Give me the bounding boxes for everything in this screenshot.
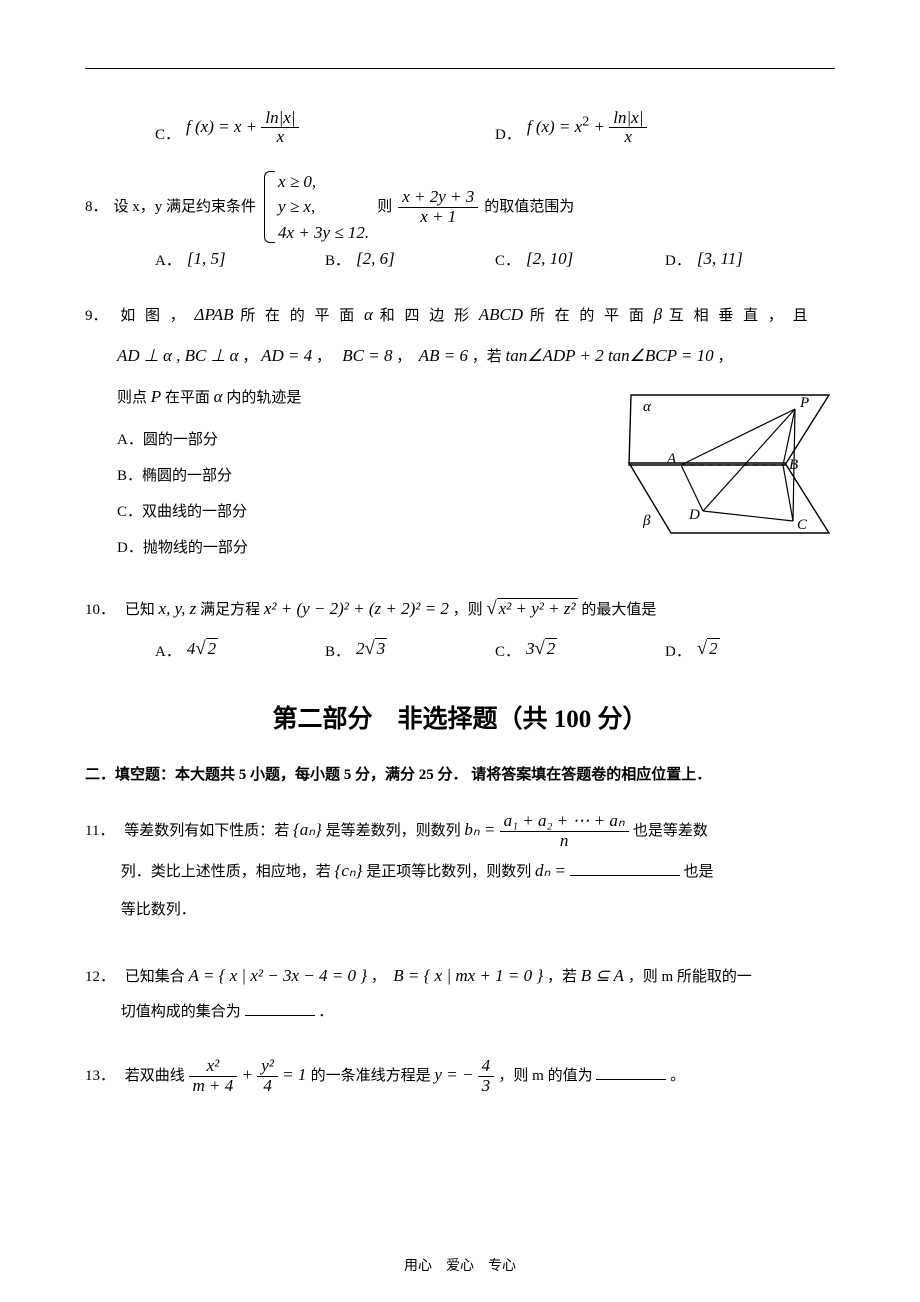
q9-figure: α β P A B D C [625, 391, 835, 537]
q8-option-a: A． [1, 5] [155, 245, 325, 272]
q11: 11． 等差数列有如下性质：若 {aₙ} 是等差数列，则数列 bₙ = a₁ +… [85, 810, 835, 928]
q9-fig-edge-ad [681, 465, 703, 511]
q9-fig-label-a: A [666, 451, 677, 467]
q10-option-b: B． 2√3 [325, 634, 495, 664]
q8-option-d: D． [3, 11] [665, 245, 835, 272]
page-footer: 用心 爱心 专心 [0, 1256, 920, 1278]
page-top-rule [85, 68, 835, 69]
q13-directrix: y = − 4 3 [434, 1065, 498, 1084]
q8-fraction: x + 2y + 3 x + 1 [398, 188, 478, 226]
q10-options: A． 4√2 B． 2√3 C． 3√2 D． √2 [155, 634, 835, 664]
q8-stem: 8． 设 x，y 满足约束条件 x ≥ 0, y ≥ x, 4x + 3y ≤ … [85, 169, 835, 246]
q9-stem-line1: 9． 如 图 ， ΔPAB 所 在 的 平 面 α 和 四 边 形 ABCD 所… [85, 301, 835, 328]
section2-title: 第二部分 非选择题（共 100 分） [85, 700, 835, 740]
q10-option-c: C． 3√2 [495, 634, 665, 664]
q10-stem: 10． 已知 x, y, z 满足方程 x² + (y − 2)² + (z +… [85, 594, 835, 624]
q12-blank [245, 1000, 315, 1016]
q8-constraint-system: x ≥ 0, y ≥ x, 4x + 3y ≤ 12. [264, 169, 369, 246]
q13-blank [596, 1064, 666, 1080]
q8: 8． 设 x，y 满足约束条件 x ≥ 0, y ≥ x, 4x + 3y ≤ … [85, 169, 835, 273]
q11-bn-expr: bₙ = a₁ + a₂ + ⋯ + aₙ n [464, 820, 633, 839]
q9-fig-edge-ap [681, 409, 795, 465]
q7-c-label: C． [155, 123, 180, 147]
q9-fig-label-p: P [799, 395, 809, 411]
q9-stem-line2: AD ⊥ α , BC ⊥ α ， AD = 4 ， BC = 8 ， AB =… [117, 342, 835, 369]
q7-option-d: D． f (x) = x2 + ln|x| x [495, 109, 835, 147]
q7-c-math: f (x) = x + ln|x| x [186, 109, 299, 147]
q9: 9． 如 图 ， ΔPAB 所 在 的 平 面 α 和 四 边 形 ABCD 所… [85, 301, 835, 567]
q8-options: A． [1, 5] B． [2, 6] C． [2, 10] D． [3, 11… [155, 245, 835, 272]
section2-subtitle: 二．填空题：本大题共 5 小题，每小题 5 分，满分 25 分． 请将答案填在答… [85, 760, 835, 790]
q9-fig-edge-dc [703, 511, 793, 521]
q9-fig-alpha-plane [629, 395, 829, 465]
q10-option-a: A． 4√2 [155, 634, 325, 664]
q7-d-math: f (x) = x2 + ln|x| x [527, 109, 648, 147]
q8-option-b: B． [2, 6] [325, 245, 495, 272]
q9-fig-edge-dp [703, 409, 795, 511]
q9-fig-label-b: B [789, 457, 798, 473]
q10-sqrt: √x² + y² + z² [486, 594, 577, 624]
q12: 12． 已知集合 A = { x | x² − 3x − 4 = 0 } ， B… [85, 956, 835, 1030]
q7-options-cd: C． f (x) = x + ln|x| x D． f (x) = x2 + l… [155, 109, 835, 147]
q11-blank [570, 860, 680, 876]
q10: 10． 已知 x, y, z 满足方程 x² + (y − 2)² + (z +… [85, 594, 835, 664]
q8-option-c: C． [2, 10] [495, 245, 665, 272]
q9-fig-label-alpha: α [643, 399, 652, 415]
q13-hyperbola: x² m + 4 + y² 4 = 1 [189, 1065, 311, 1084]
q9-fig-label-beta: β [642, 513, 651, 529]
q9-fig-label-c: C [797, 517, 808, 533]
q13: 13． 若双曲线 x² m + 4 + y² 4 = 1 的一条准线方程是 y … [85, 1057, 835, 1095]
q7-option-c: C． f (x) = x + ln|x| x [155, 109, 495, 147]
q7-d-label: D． [495, 123, 521, 147]
q9-fig-label-d: D [688, 507, 700, 523]
q10-option-d: D． √2 [665, 634, 835, 664]
